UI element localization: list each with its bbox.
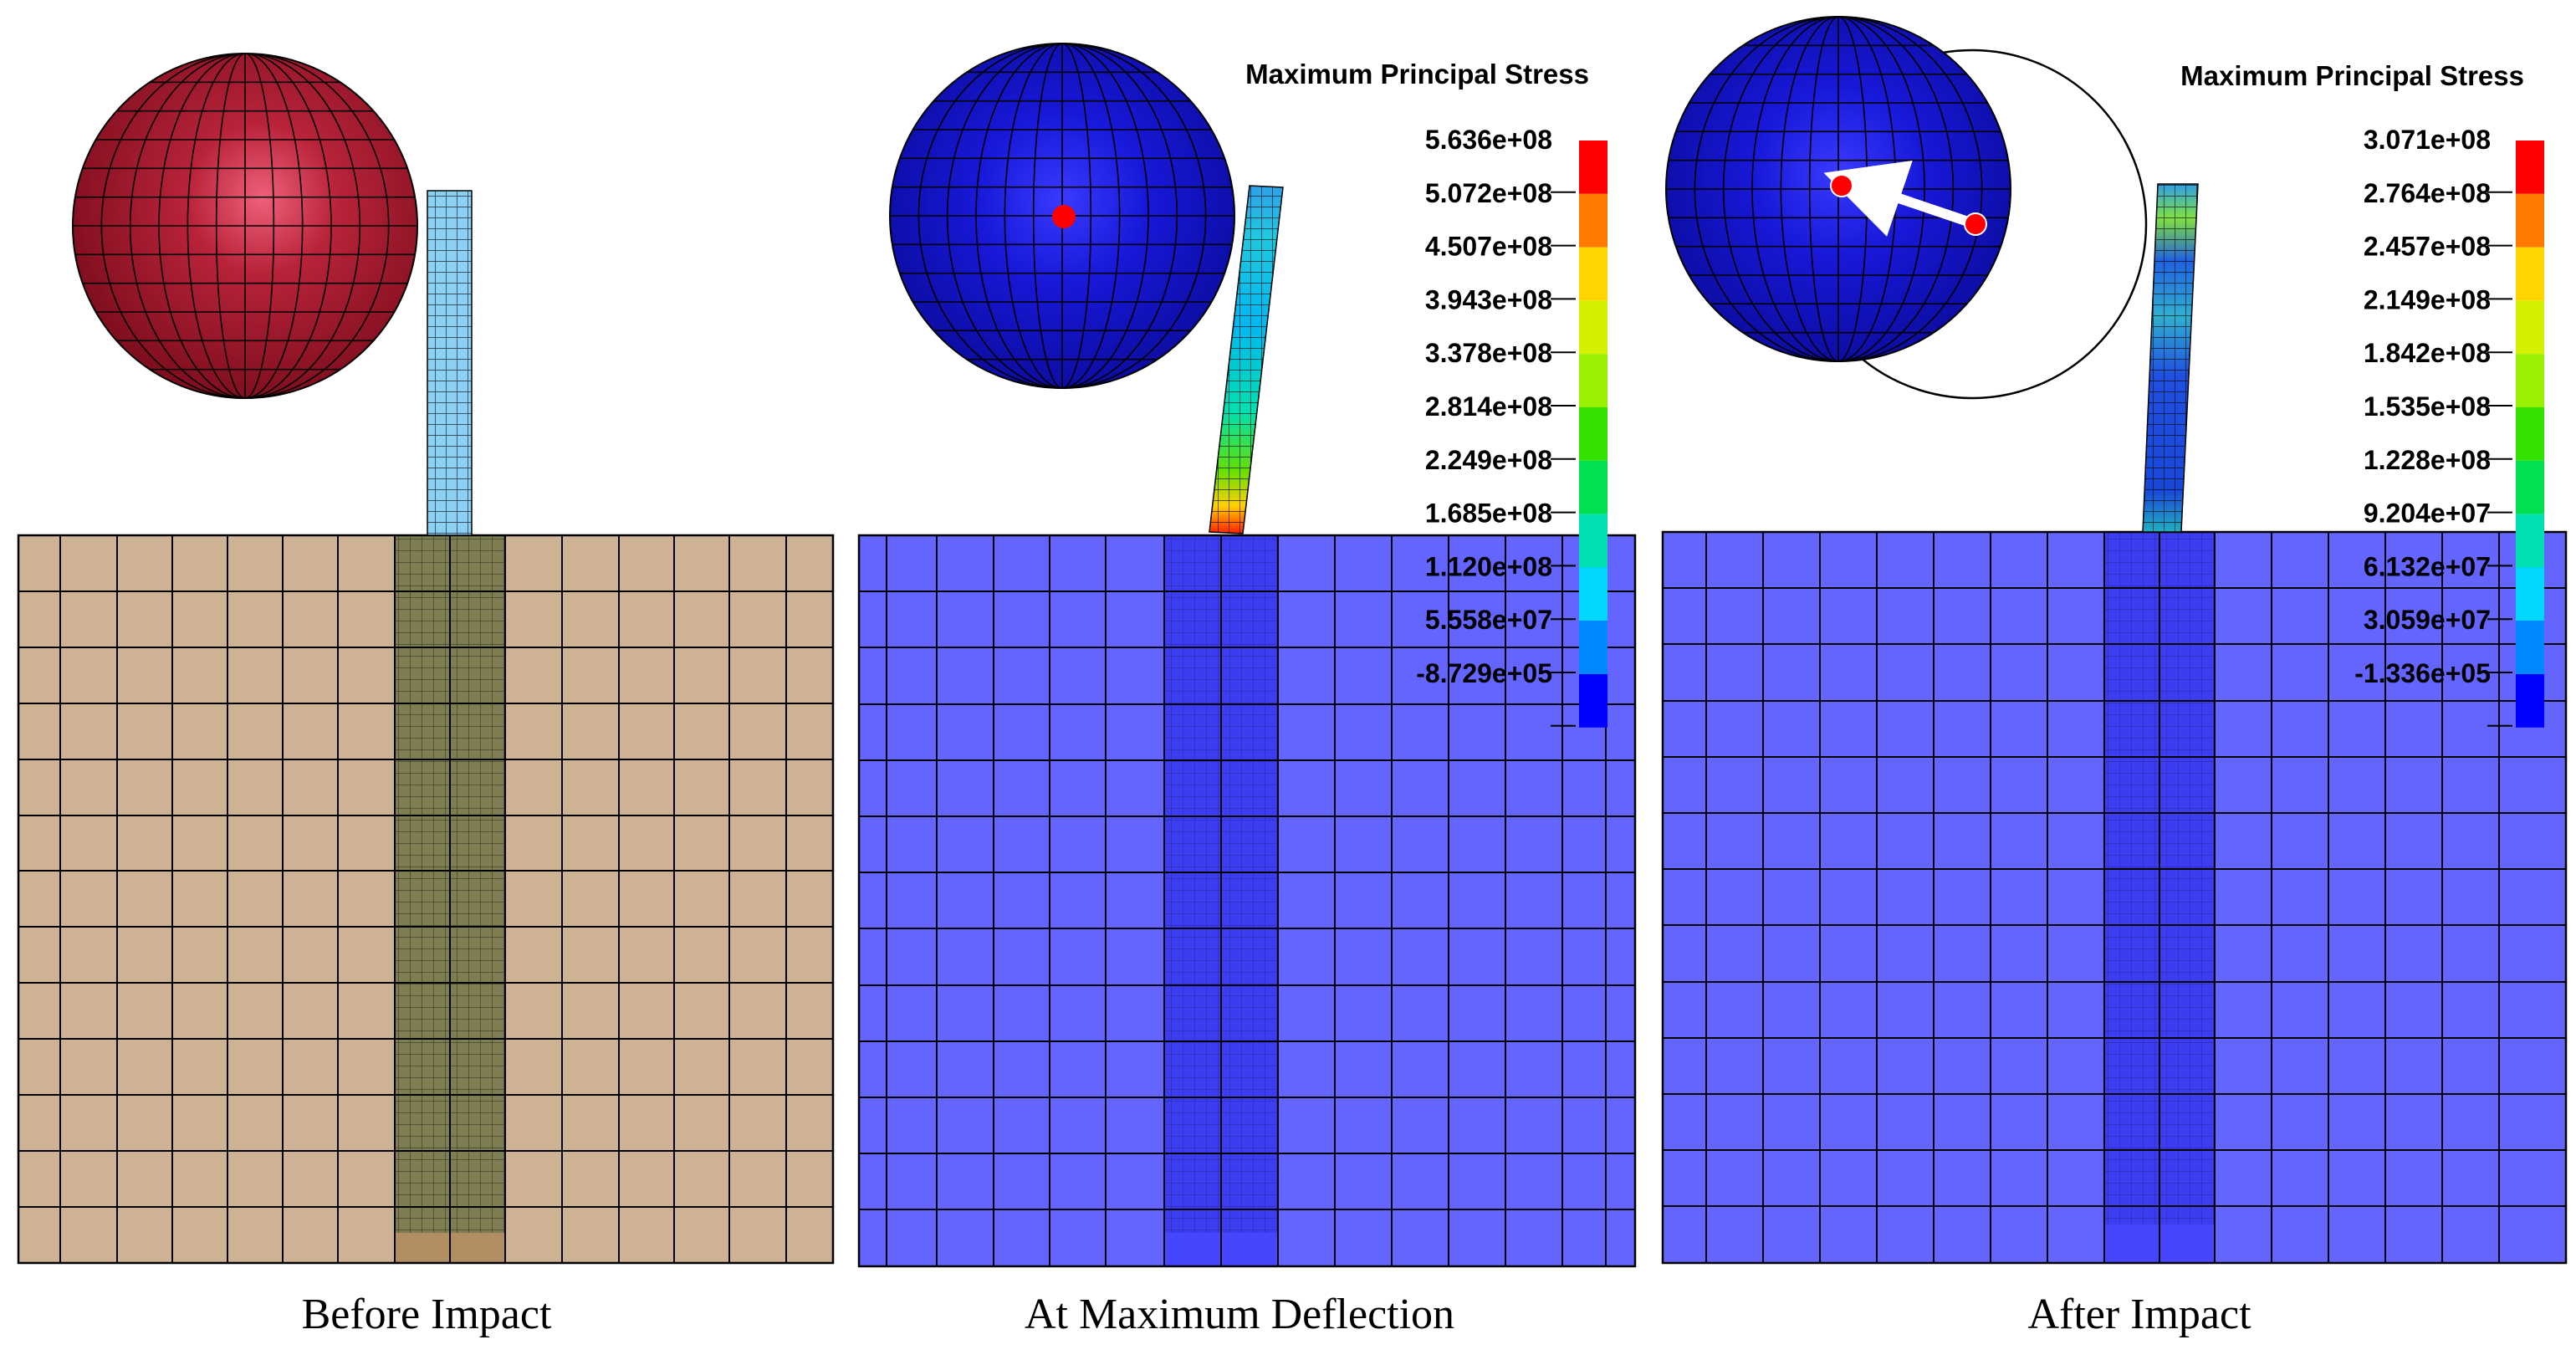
legend-swatch <box>2516 567 2544 621</box>
legend-value: 1.842e+08 <box>2364 338 2491 368</box>
stress-legend: 5.636e+08 5.072e+08 4.507e+08 3.943e+08 3.37… <box>1416 125 1607 728</box>
legend-value: 5.072e+08 <box>1425 178 1552 208</box>
legend-value: 3.059e+07 <box>2364 605 2491 635</box>
legend-swatch <box>2516 621 2544 674</box>
final-center-marker <box>1830 174 1853 197</box>
legend-value: 3.378e+08 <box>1425 338 1552 368</box>
legend-value: 2.814e+08 <box>1425 391 1552 422</box>
legend-title: Maximum Principal Stress <box>2180 60 2524 91</box>
legend-value: 2.149e+08 <box>2364 284 2491 314</box>
soil-mesh <box>17 534 835 1265</box>
legend-value: 1.120e+08 <box>1425 551 1552 581</box>
rebound-arrow <box>1823 160 1977 237</box>
caption-before-impact: Before Impact <box>302 1291 552 1338</box>
legend-swatch <box>1579 567 1607 621</box>
legend-swatch <box>2516 407 2544 461</box>
soil-mesh <box>1661 530 2568 1265</box>
impact-sphere <box>889 43 1235 389</box>
legend-value: 3.943e+08 <box>1425 284 1552 314</box>
legend-swatch <box>2516 674 2544 728</box>
legend-swatch <box>1579 300 1607 355</box>
panel-before-impact <box>17 53 835 1265</box>
legend-value: 9.204e+07 <box>2364 498 2491 529</box>
legend-swatch <box>1579 674 1607 728</box>
legend-value: 4.507e+08 <box>1425 232 1552 262</box>
legend-value: 6.132e+07 <box>2364 551 2491 581</box>
legend-swatch <box>2516 354 2544 407</box>
legend-value: -1.336e+05 <box>2354 658 2491 688</box>
legend-value: 2.457e+08 <box>2364 232 2491 262</box>
legend-swatch <box>2516 460 2544 514</box>
legend-value: 5.558e+07 <box>1425 605 1552 635</box>
legend-swatch <box>1579 354 1607 407</box>
pile-residual <box>2142 183 2199 533</box>
legend-swatch <box>1579 460 1607 514</box>
legend-swatch <box>2516 514 2544 568</box>
legend-swatch <box>1579 621 1607 674</box>
legend-value: 1.535e+08 <box>2364 391 2491 422</box>
legend-value: 1.685e+08 <box>1425 498 1552 529</box>
caption-after-impact: After Impact <box>2027 1291 2251 1338</box>
legend-swatch <box>1579 514 1607 568</box>
legend-swatch <box>1579 407 1607 461</box>
legend-value: 5.636e+08 <box>1425 125 1552 155</box>
legend-value: 2.249e+08 <box>1425 445 1552 475</box>
initial-center-marker <box>1964 212 1987 236</box>
panel-after-impact: Maximum Principal Stress 3.071e+08 2.764e… <box>1661 16 2568 1265</box>
soil-mesh <box>857 534 1637 1268</box>
impact-sphere <box>72 53 418 399</box>
legend-value: -8.729e+05 <box>1416 658 1552 688</box>
caption-max-deflection: At Maximum Deflection <box>1025 1291 1454 1338</box>
panel-max-deflection: Maximum Principal Stress 5.636e+08 5.072e… <box>857 43 1637 1268</box>
stress-legend: 3.071e+08 2.764e+08 2.457e+08 2.149e+08 1.84… <box>2354 125 2544 728</box>
legend-value: 1.228e+08 <box>2364 445 2491 475</box>
legend-title: Maximum Principal Stress <box>1245 59 1589 89</box>
legend-swatch <box>1579 247 1607 301</box>
center-marker <box>1052 205 1076 228</box>
legend-swatch <box>2516 141 2544 194</box>
legend-swatch <box>2516 300 2544 355</box>
legend-swatch <box>2516 193 2544 248</box>
pile-deflected <box>1209 185 1284 534</box>
legend-swatch <box>1579 141 1607 194</box>
legend-swatch <box>2516 247 2544 301</box>
legend-value: 3.071e+08 <box>2364 125 2491 155</box>
legend-value: 2.764e+08 <box>2364 178 2491 208</box>
legend-swatch <box>1579 193 1607 248</box>
